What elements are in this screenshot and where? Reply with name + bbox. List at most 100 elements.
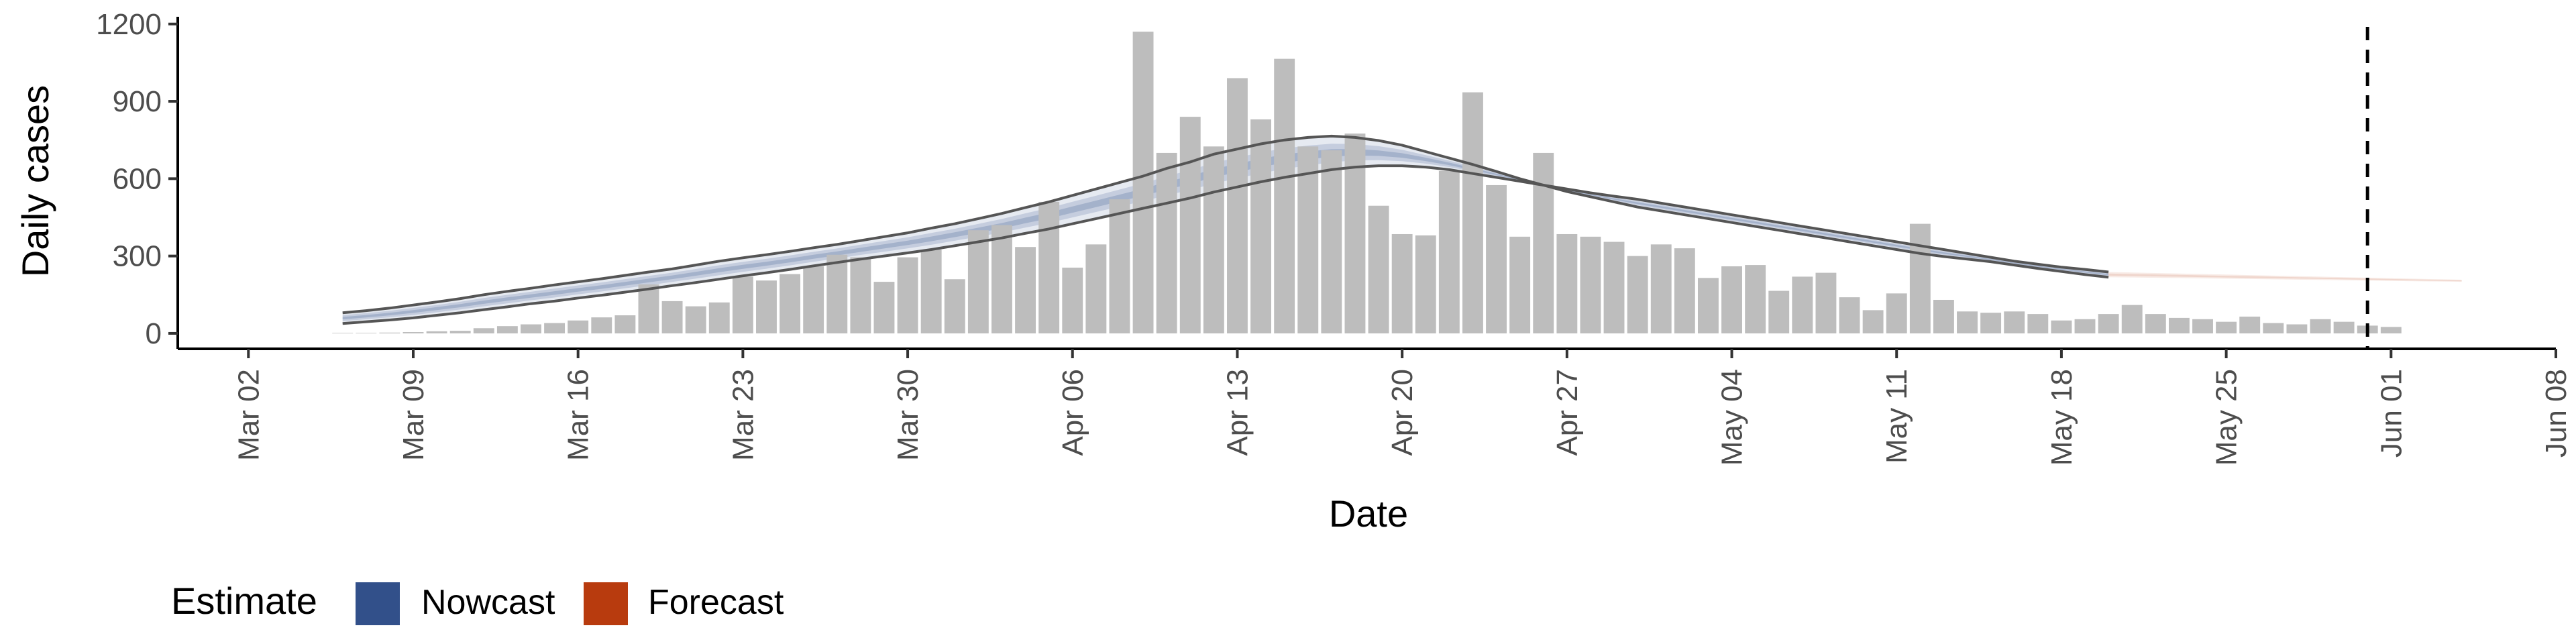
bar <box>473 328 494 333</box>
bar <box>568 320 589 333</box>
bar <box>2004 311 2025 333</box>
bar <box>1203 146 1224 333</box>
bar <box>2121 305 2143 333</box>
bar <box>2027 314 2049 333</box>
bar <box>1109 199 1130 333</box>
bar <box>2168 317 2190 333</box>
bar <box>991 225 1012 333</box>
bar <box>1062 267 1083 333</box>
bar <box>521 324 541 333</box>
bar <box>685 306 706 333</box>
bar <box>780 274 801 333</box>
bar <box>2216 321 2237 333</box>
bar <box>1179 117 1201 333</box>
bar <box>1038 201 1060 333</box>
bar <box>873 282 895 333</box>
bar <box>1886 293 1907 333</box>
bar <box>1815 272 1837 333</box>
bar <box>1745 265 1766 333</box>
bar <box>756 280 777 333</box>
bar <box>1321 150 1342 333</box>
bar <box>1980 313 2002 333</box>
bar <box>1792 276 1813 333</box>
bar <box>803 266 824 333</box>
bar <box>850 257 871 333</box>
bar <box>944 279 965 333</box>
bar <box>1909 223 1931 333</box>
bar <box>2145 314 2166 333</box>
bar <box>449 331 471 333</box>
bar <box>1933 299 1954 333</box>
bar <box>897 257 918 333</box>
y-axis-title: Daily cases <box>14 85 56 277</box>
bar <box>1957 311 1978 333</box>
x-tick-label: May 18 <box>2045 369 2078 466</box>
bar <box>591 317 612 333</box>
bar <box>1862 310 1884 333</box>
x-axis-title: Date <box>1329 492 1408 535</box>
bar <box>1533 152 1554 333</box>
y-tick-label: 300 <box>113 240 162 273</box>
y-tick-label: 900 <box>113 85 162 118</box>
bar <box>544 323 566 333</box>
bar <box>1438 170 1460 333</box>
bar <box>1556 233 1578 333</box>
bar <box>638 284 659 333</box>
x-tick-label: Apr 13 <box>1221 369 1254 456</box>
x-tick-label: Mar 16 <box>562 369 595 461</box>
x-tick-label: Mar 30 <box>892 369 924 461</box>
bar <box>1132 32 1154 333</box>
bar <box>1085 244 1107 333</box>
bar <box>426 331 447 333</box>
bar <box>2098 314 2119 333</box>
bar <box>2074 319 2096 333</box>
bar <box>496 326 518 333</box>
bar <box>2310 319 2331 333</box>
bar <box>1250 119 1271 333</box>
legend: Estimate Nowcast Forecast <box>171 580 784 625</box>
bar <box>1721 266 1742 333</box>
legend-swatch-forecast <box>584 582 628 625</box>
bar <box>826 254 848 333</box>
bar <box>2239 316 2261 333</box>
y-tick-label: 0 <box>146 317 162 350</box>
legend-swatch-nowcast <box>356 582 400 625</box>
bar <box>1768 290 1790 333</box>
x-tick-label: Apr 27 <box>1551 369 1584 456</box>
bar <box>1462 92 1483 333</box>
bar <box>1580 236 1601 333</box>
bar <box>1368 205 1389 333</box>
x-tick-label: Mar 09 <box>397 369 430 461</box>
bar <box>1156 152 1177 333</box>
bar <box>2380 327 2402 333</box>
bar <box>1627 256 1648 333</box>
bar <box>2333 321 2355 333</box>
x-tick-label: Mar 02 <box>232 369 265 461</box>
estimate-lines <box>342 134 2109 325</box>
bar <box>1509 236 1531 333</box>
legend-label-nowcast: Nowcast <box>421 583 555 622</box>
upper-bound-line <box>342 134 2109 315</box>
axes: 0 300 600 900 1200 Mar 02 Mar 09 Mar 16 Mar 23 Ma… <box>96 8 2573 466</box>
bar <box>967 230 989 333</box>
x-tick-label: Apr 20 <box>1386 369 1419 456</box>
x-tick-label: May 11 <box>1880 369 1913 464</box>
bar <box>1227 78 1248 333</box>
forecast-band-inner <box>2108 273 2462 282</box>
bar <box>2192 319 2213 333</box>
bar <box>920 250 942 333</box>
legend-label-forecast: Forecast <box>648 583 784 622</box>
bar <box>1697 278 1719 333</box>
bar <box>1650 244 1672 333</box>
bar <box>1391 233 1413 333</box>
bar <box>732 276 753 333</box>
bar <box>614 315 636 333</box>
forecast-band-outer <box>2108 272 2462 282</box>
bar <box>1415 235 1436 333</box>
y-tick-label: 1200 <box>96 8 162 41</box>
bar <box>1603 241 1625 333</box>
legend-title: Estimate <box>171 580 317 622</box>
bar <box>2263 323 2284 333</box>
x-tick-label: Jun 01 <box>2375 369 2408 458</box>
